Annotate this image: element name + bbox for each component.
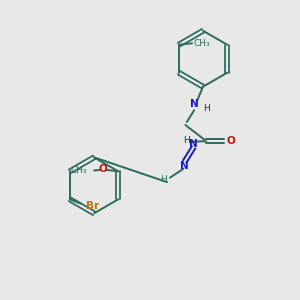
Text: O: O [99,164,107,174]
Text: CH₃: CH₃ [194,39,210,48]
Text: N: N [189,139,198,149]
Text: O: O [226,136,235,146]
Text: methoxy: methoxy [0,299,1,300]
Text: N: N [190,99,199,110]
Text: CH₃: CH₃ [70,166,87,175]
Text: Br: Br [86,201,99,211]
Text: H: H [160,175,167,184]
Text: H: H [203,104,210,113]
Text: N: N [180,161,189,171]
Text: H: H [183,136,190,145]
